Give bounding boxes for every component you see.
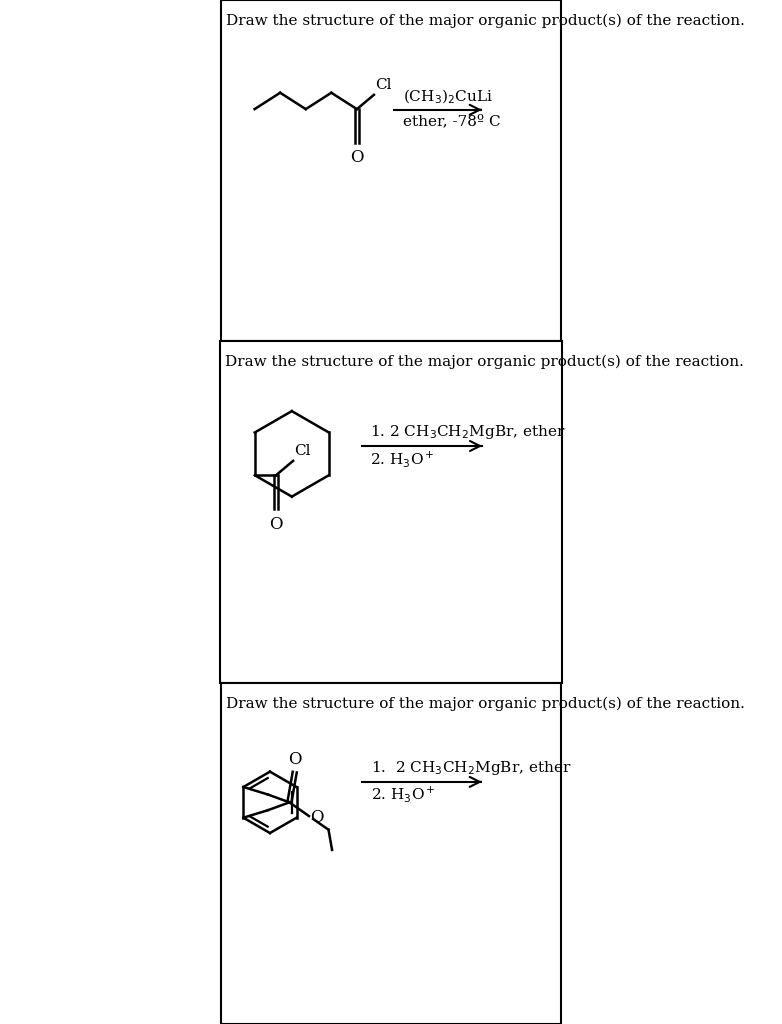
Text: 2. H$_3$O$^+$: 2. H$_3$O$^+$	[371, 449, 435, 469]
Text: 2. H$_3$O$^+$: 2. H$_3$O$^+$	[371, 783, 435, 804]
Text: Draw the structure of the major organic product(s) of the reaction.: Draw the structure of the major organic …	[225, 354, 744, 369]
Text: 1. 2 CH$_3$CH$_2$MgBr, ether: 1. 2 CH$_3$CH$_2$MgBr, ether	[371, 423, 566, 440]
Text: O: O	[288, 751, 302, 768]
Text: O: O	[310, 809, 323, 826]
Text: Cl: Cl	[294, 444, 310, 458]
Text: Cl: Cl	[375, 78, 392, 92]
Text: 1.  2 CH$_3$CH$_2$MgBr, ether: 1. 2 CH$_3$CH$_2$MgBr, ether	[371, 759, 571, 777]
Text: (CH$_3$)$_2$CuLi: (CH$_3$)$_2$CuLi	[403, 88, 493, 106]
Text: Draw the structure of the major organic product(s) of the reaction.: Draw the structure of the major organic …	[226, 13, 744, 28]
Text: Draw the structure of the major organic product(s) of the reaction.: Draw the structure of the major organic …	[226, 696, 744, 711]
Text: ether, -78º C: ether, -78º C	[403, 114, 500, 128]
Text: O: O	[350, 150, 364, 166]
Text: O: O	[269, 516, 283, 532]
